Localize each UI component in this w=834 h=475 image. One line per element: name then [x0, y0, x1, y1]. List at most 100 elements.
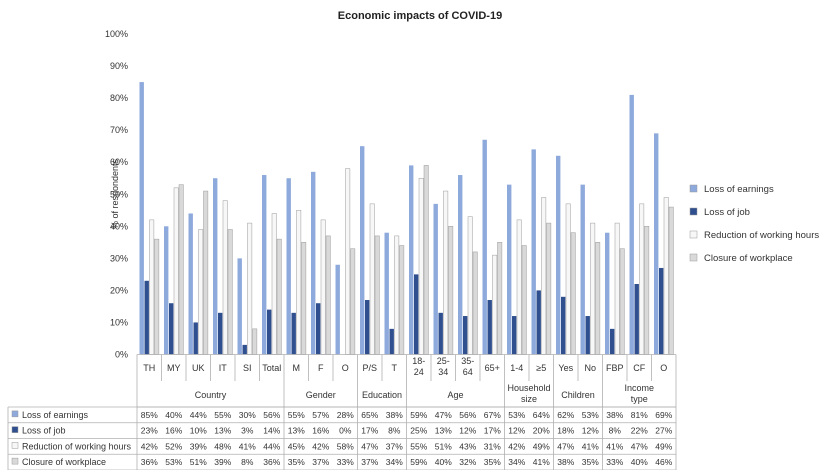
table-cell: 13%: [288, 426, 305, 436]
bar: [213, 178, 218, 355]
table-cell: 81%: [631, 410, 648, 420]
bars: [139, 82, 674, 355]
table-cell: 44%: [263, 441, 280, 451]
table-cell: 17%: [484, 426, 501, 436]
bar: [320, 219, 326, 355]
bar: [218, 312, 223, 355]
table-cell: 55%: [288, 410, 305, 420]
y-axis-label: % of respondents: [110, 158, 120, 229]
bar: [487, 300, 492, 355]
bar: [619, 248, 625, 355]
legend-swatch: [689, 207, 698, 216]
bar: [418, 177, 424, 355]
table-cell: 32%: [459, 457, 476, 467]
table-swatch: [11, 442, 19, 449]
group-label: Education: [362, 390, 402, 400]
bar: [247, 222, 253, 355]
table-cell: 41%: [533, 457, 550, 467]
group-label: Age: [447, 390, 463, 400]
table-cell: 53%: [165, 457, 182, 467]
bar: [409, 165, 414, 355]
y-tick-label: 60%: [110, 157, 128, 167]
bar: [374, 235, 380, 355]
bar: [590, 222, 596, 355]
table-cell: 22%: [631, 426, 648, 436]
table-cell: 64%: [533, 410, 550, 420]
table-cell: 40%: [165, 410, 182, 420]
bar: [178, 184, 184, 355]
bar: [325, 235, 331, 355]
bar: [311, 171, 316, 355]
bar: [467, 216, 473, 355]
table-cell: 37%: [312, 457, 329, 467]
table-cell: 34%: [386, 457, 403, 467]
bar: [369, 203, 375, 355]
table-cell: 51%: [435, 441, 452, 451]
x-tick-label: T: [392, 363, 398, 373]
bar: [301, 242, 307, 355]
legend-label: Reduction of working hours: [704, 230, 819, 241]
table-cell: 55%: [214, 410, 231, 420]
table-cell: 8%: [388, 426, 401, 436]
y-tick-label: 100%: [105, 29, 128, 39]
bar: [536, 290, 541, 355]
table-cell: 59%: [410, 410, 427, 420]
bar: [580, 184, 585, 355]
bar: [507, 184, 512, 355]
x-tick-label: 35-64: [461, 356, 474, 377]
table-cell: 30%: [239, 410, 256, 420]
table-cell: 49%: [533, 441, 550, 451]
bar: [546, 222, 552, 355]
table-cell: 12%: [508, 426, 525, 436]
table-cell: 16%: [312, 426, 329, 436]
y-tick-label: 30%: [110, 253, 128, 263]
bar: [492, 254, 498, 355]
bar: [610, 328, 615, 355]
group-label: Income type: [624, 383, 654, 404]
table-cell: 13%: [435, 426, 452, 436]
table-cell: 31%: [484, 441, 501, 451]
table-cell: 40%: [435, 457, 452, 467]
bar: [497, 242, 503, 355]
x-tick-label: M: [293, 363, 301, 373]
x-tick-label: MY: [167, 363, 181, 373]
bar: [345, 168, 351, 355]
bar: [296, 210, 302, 355]
bar: [463, 316, 468, 355]
bar: [448, 226, 454, 355]
x-tick-label: 18-24: [412, 356, 425, 377]
bar: [663, 197, 669, 355]
category-group-labels: Country Gender Education Age Household size Ch…: [195, 383, 654, 404]
table-cell: 36%: [263, 457, 280, 467]
bar: [394, 235, 400, 355]
bar: [639, 203, 645, 355]
table-row-label: Closure of workplace: [22, 457, 106, 467]
bar: [169, 303, 174, 355]
table-cell: 42%: [141, 441, 158, 451]
bar: [271, 213, 277, 355]
bar: [291, 312, 296, 355]
bar: [242, 344, 247, 355]
bar: [267, 309, 272, 355]
table-cell: 36%: [141, 457, 158, 467]
bar: [565, 203, 571, 355]
legend-swatch: [689, 184, 698, 193]
bar: [629, 94, 634, 355]
table-cell: 41%: [582, 441, 599, 451]
y-tick-label: 70%: [110, 125, 128, 135]
table-cell: 3%: [241, 426, 254, 436]
table-cell: 23%: [141, 426, 158, 436]
bar: [482, 139, 487, 355]
table-cell: 39%: [214, 457, 231, 467]
x-tick-label: UK: [192, 363, 205, 373]
bar: [149, 219, 155, 355]
bar: [443, 190, 449, 355]
x-tick-label: O: [660, 363, 667, 373]
group-label: Gender: [306, 390, 336, 400]
bar: [154, 238, 160, 355]
bar: [193, 322, 198, 355]
bar: [139, 82, 144, 355]
legend: Loss of earnings Loss of job Reduction of …: [689, 184, 819, 264]
